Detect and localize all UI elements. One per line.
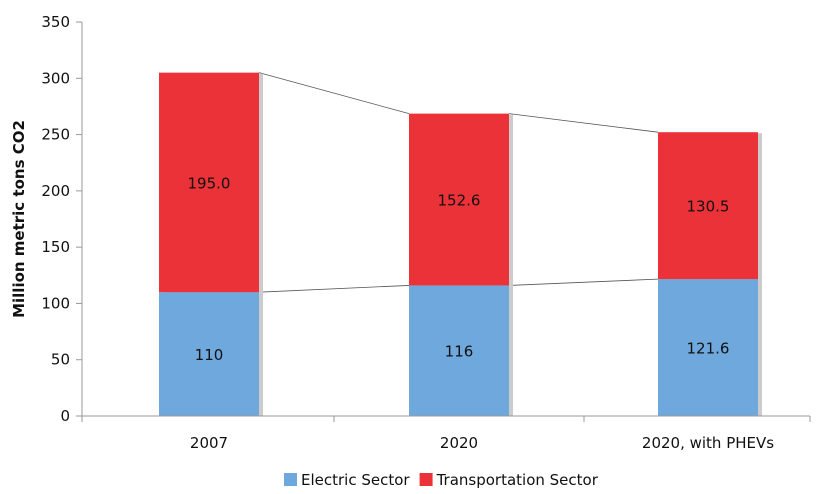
data-label: 116 [445, 343, 474, 361]
bar-electric-2 [658, 279, 758, 416]
y-tick-label: 300 [41, 69, 70, 87]
connector-line-boundary [508, 278, 659, 286]
connector-line-top [508, 113, 659, 133]
y-tick-label: 350 [41, 13, 70, 31]
bar-transportation-2 [658, 132, 758, 280]
legend: Electric Sector Transportation Sector [284, 471, 599, 489]
legend-swatch-transportation [419, 473, 433, 486]
data-label: 130.5 [687, 198, 730, 216]
y-tick-label: 200 [41, 182, 70, 200]
connector-lines [258, 72, 659, 293]
y-tick-label: 150 [41, 238, 70, 256]
x-tick-label: 2020, with PHEVs [642, 434, 774, 452]
connector-line-top [258, 72, 410, 115]
y-tick-label: 0 [60, 407, 70, 425]
bars: 110 195.0 116 152.6 121.6 130.5 [159, 72, 762, 417]
bar-transportation-1 [409, 113, 509, 286]
axes: 0 50 100 150 200 250 300 350 2007 2020 2020, with … [41, 13, 811, 452]
bar-transportation-0 [159, 72, 259, 293]
data-label: 195.0 [188, 174, 231, 192]
y-tick-label: 250 [41, 126, 70, 144]
x-tick-label: 2020 [440, 434, 478, 452]
y-tick-label: 100 [41, 294, 70, 312]
x-tick-label: 2007 [190, 434, 228, 452]
data-label: 121.6 [687, 340, 730, 358]
bar-electric-1 [409, 285, 509, 416]
data-label: 152.6 [438, 192, 481, 210]
y-tick-label: 50 [51, 351, 70, 369]
data-label: 110 [195, 346, 224, 364]
legend-label-transportation: Transportation Sector [436, 471, 599, 489]
bar-electric-0 [159, 292, 259, 416]
legend-swatch-electric [284, 473, 297, 486]
connector-line-boundary [258, 285, 410, 293]
y-axis-label: Million metric tons CO2 [10, 120, 28, 318]
legend-label-electric: Electric Sector [301, 471, 410, 489]
